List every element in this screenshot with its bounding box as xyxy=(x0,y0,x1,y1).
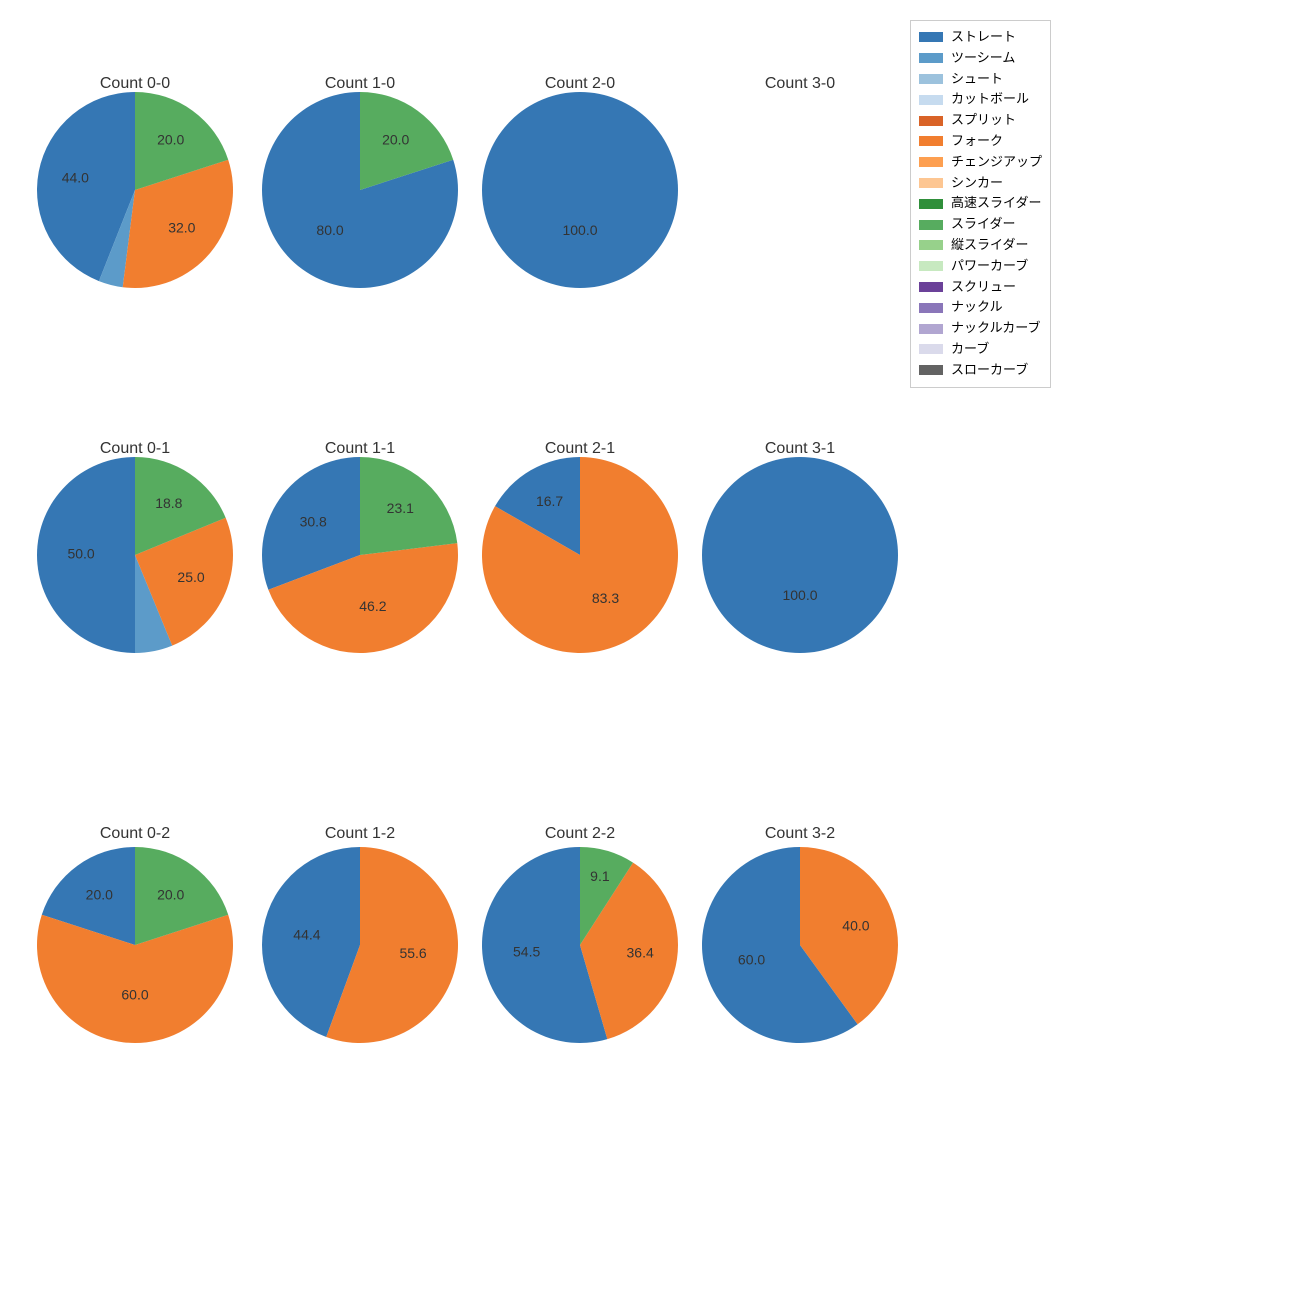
legend-swatch xyxy=(919,53,943,63)
legend-item: ナックルカーブ xyxy=(919,318,1042,339)
legend-item: シュート xyxy=(919,69,1042,90)
slice-label: 44.4 xyxy=(293,926,320,942)
legend-label: シンカー xyxy=(951,173,1003,194)
slice-label: 23.1 xyxy=(387,500,414,516)
slice-label: 25.0 xyxy=(177,569,204,585)
pie-chart: 20.0 60.0 20.0 xyxy=(27,837,243,1053)
legend-swatch xyxy=(919,157,943,167)
pie-chart: 80.0 20.0 xyxy=(252,82,468,298)
slice-label: 83.3 xyxy=(592,590,619,606)
legend: ストレートツーシームシュートカットボールスプリットフォークチェンジアップシンカー… xyxy=(910,20,1051,388)
slice-label: 100.0 xyxy=(562,222,597,238)
legend-label: チェンジアップ xyxy=(951,152,1042,173)
slice-label: 80.0 xyxy=(316,222,343,238)
slice-label: 16.7 xyxy=(536,493,563,509)
legend-swatch xyxy=(919,74,943,84)
legend-swatch xyxy=(919,344,943,354)
legend-item: スライダー xyxy=(919,214,1042,235)
legend-swatch xyxy=(919,365,943,375)
slice-label: 32.0 xyxy=(168,219,195,235)
legend-label: 高速スライダー xyxy=(951,193,1041,214)
pie-slice xyxy=(482,92,678,288)
legend-label: シュート xyxy=(951,69,1003,90)
chart-container: Count 0-044.032.020.0Count 1-080.020.0Co… xyxy=(0,0,1300,1300)
pie-slice xyxy=(702,457,898,653)
slice-label: 20.0 xyxy=(157,887,184,903)
slice-label: 54.5 xyxy=(513,943,540,959)
legend-item: フォーク xyxy=(919,131,1042,152)
legend-label: スクリュー xyxy=(951,277,1016,298)
legend-swatch xyxy=(919,240,943,250)
slice-label: 50.0 xyxy=(67,546,94,562)
pie-chart: 50.0 25.0 18.8 xyxy=(27,447,243,663)
legend-label: カーブ xyxy=(951,339,989,360)
legend-item: カットボール xyxy=(919,89,1042,110)
pie-chart: 44.4 55.6 xyxy=(252,837,468,1053)
slice-label: 55.6 xyxy=(399,945,426,961)
legend-label: スライダー xyxy=(951,214,1015,235)
slice-label: 9.1 xyxy=(590,868,610,884)
slice-label: 60.0 xyxy=(738,951,765,967)
legend-label: ツーシーム xyxy=(951,48,1015,69)
legend-item: スクリュー xyxy=(919,277,1042,298)
slice-label: 20.0 xyxy=(86,887,113,903)
slice-label: 36.4 xyxy=(627,944,654,960)
legend-swatch xyxy=(919,261,943,271)
legend-item: ナックル xyxy=(919,297,1042,318)
legend-item: 高速スライダー xyxy=(919,193,1042,214)
slice-label: 44.0 xyxy=(62,169,89,185)
slice-label: 46.2 xyxy=(359,598,386,614)
slice-label: 60.0 xyxy=(121,987,148,1003)
pie-chart: 54.5 36.4 9.1 xyxy=(472,837,688,1053)
legend-item: パワーカーブ xyxy=(919,256,1042,277)
pie-chart: 60.0 40.0 xyxy=(692,837,908,1053)
pie-chart: 30.8 46.2 23.1 xyxy=(252,447,468,663)
legend-swatch xyxy=(919,303,943,313)
slice-label: 40.0 xyxy=(842,918,869,934)
legend-item: 縦スライダー xyxy=(919,235,1042,256)
legend-item: チェンジアップ xyxy=(919,152,1042,173)
legend-swatch xyxy=(919,95,943,105)
slice-label: 20.0 xyxy=(382,132,409,148)
legend-label: ストレート xyxy=(951,27,1016,48)
slice-label: 20.0 xyxy=(157,132,184,148)
legend-label: スプリット xyxy=(951,110,1016,131)
slice-label: 18.8 xyxy=(155,495,182,511)
legend-item: ツーシーム xyxy=(919,48,1042,69)
legend-item: スプリット xyxy=(919,110,1042,131)
legend-swatch xyxy=(919,136,943,146)
legend-item: スローカーブ xyxy=(919,360,1042,381)
pie-chart: 100.0 xyxy=(692,447,908,663)
legend-swatch xyxy=(919,178,943,188)
legend-label: パワーカーブ xyxy=(951,256,1028,277)
legend-label: ナックル xyxy=(951,297,1003,318)
legend-item: カーブ xyxy=(919,339,1042,360)
legend-swatch xyxy=(919,199,943,209)
legend-label: スローカーブ xyxy=(951,360,1028,381)
subplot-title: Count 3-0 xyxy=(765,75,835,93)
legend-item: ストレート xyxy=(919,27,1042,48)
legend-swatch xyxy=(919,116,943,126)
legend-label: 縦スライダー xyxy=(951,235,1028,256)
legend-label: ナックルカーブ xyxy=(951,318,1040,339)
pie-chart: 44.0 32.0 20.0 xyxy=(27,82,243,298)
legend-swatch xyxy=(919,32,943,42)
pie-chart: 100.0 xyxy=(472,82,688,298)
pie-chart: 16.7 83.3 xyxy=(472,447,688,663)
legend-label: カットボール xyxy=(951,89,1029,110)
legend-swatch xyxy=(919,324,943,334)
legend-label: フォーク xyxy=(951,131,1003,152)
legend-swatch xyxy=(919,220,943,230)
slice-label: 30.8 xyxy=(300,513,327,529)
legend-item: シンカー xyxy=(919,173,1042,194)
legend-swatch xyxy=(919,282,943,292)
slice-label: 100.0 xyxy=(782,587,817,603)
